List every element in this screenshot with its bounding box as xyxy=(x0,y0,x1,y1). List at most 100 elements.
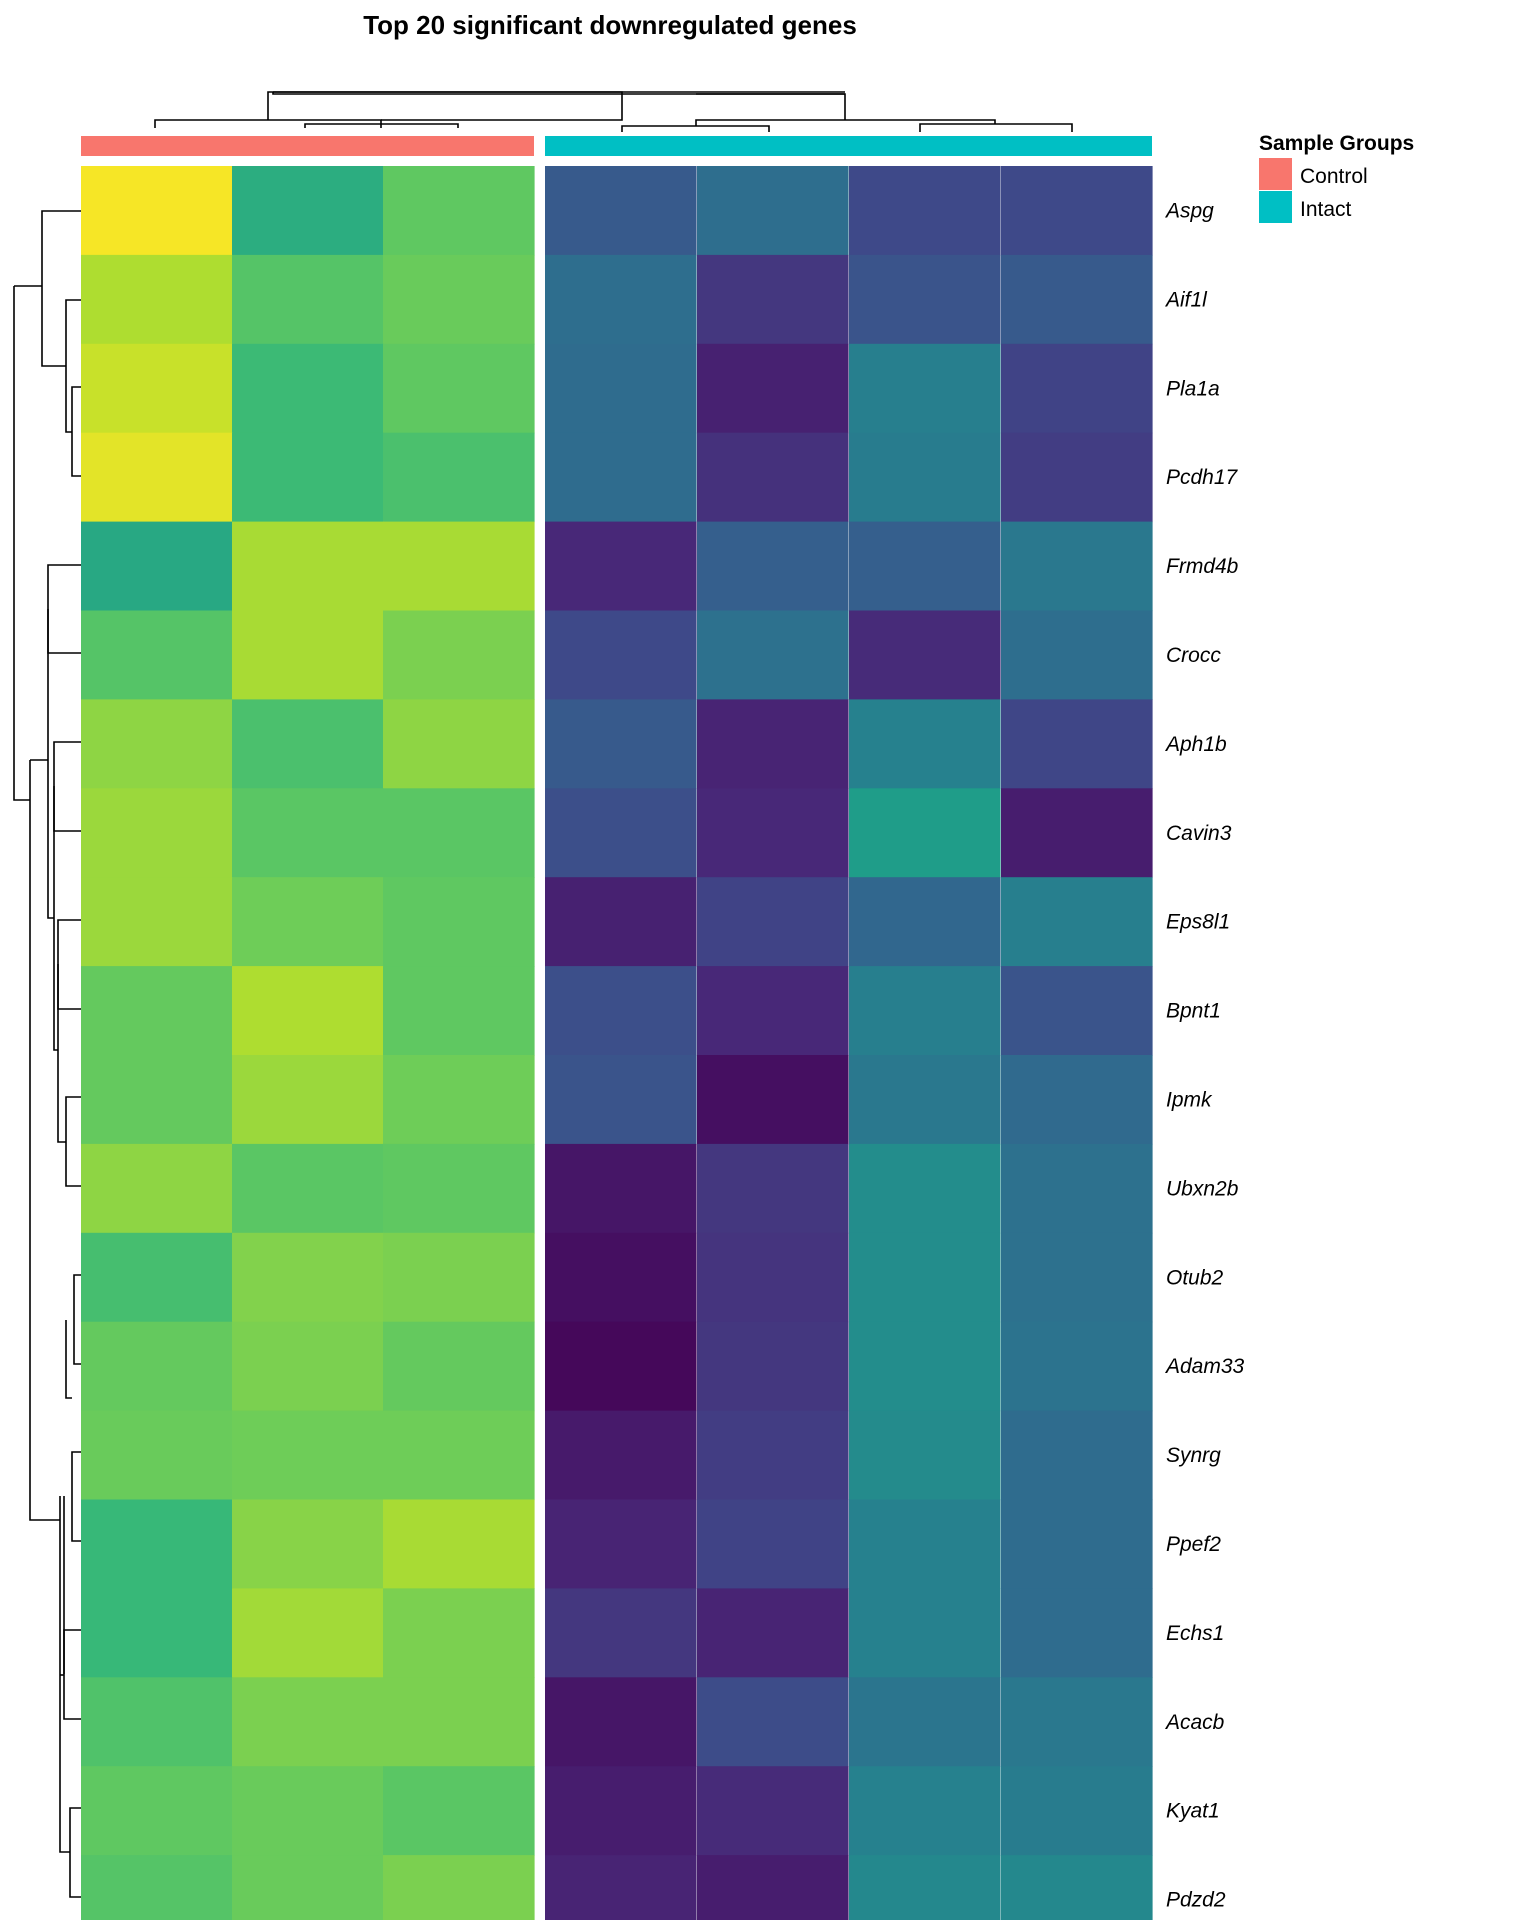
heatmap-cell-kyat1-s4 xyxy=(545,1766,697,1856)
heatmap-cell-cavin3-s4 xyxy=(545,788,697,878)
heatmap-cell-pla1a-s3 xyxy=(383,343,535,434)
heatmap-cell-pcdh17-s5 xyxy=(697,432,849,523)
heatmap-cell-kyat1-s5 xyxy=(697,1766,849,1856)
heatmap-cell-ppef2-s4 xyxy=(545,1499,697,1589)
heatmap-cell-pdzd2-s7 xyxy=(1001,1855,1153,1920)
heatmap-cell-ipmk-s3 xyxy=(383,1055,535,1145)
heatmap-cell-echs1-s2 xyxy=(232,1588,384,1678)
heatmap-cell-frmd4b-s2 xyxy=(232,521,384,612)
heatmap-cell-pcdh17-s7 xyxy=(1001,432,1153,523)
gene-label-ppef2: Ppef2 xyxy=(1166,1533,1221,1556)
heatmap-cell-pla1a-s2 xyxy=(232,343,384,434)
heatmap-cell-aspg-s2 xyxy=(232,166,384,256)
legend-title: Sample Groups xyxy=(1259,132,1414,155)
heatmap-cell-synrg-s2 xyxy=(232,1410,384,1501)
heatmap-cell-crocc-s1 xyxy=(81,610,233,700)
gene-label-pdzd2: Pdzd2 xyxy=(1166,1889,1226,1912)
heatmap-cell-echs1-s3 xyxy=(383,1588,535,1678)
gene-label-pla1a: Pla1a xyxy=(1166,377,1220,400)
annotation-bar-intact xyxy=(545,136,1152,156)
heatmap-cell-pcdh17-s3 xyxy=(383,432,535,523)
gene-label-adam33: Adam33 xyxy=(1164,1355,1245,1378)
heatmap-cell-aph1b-s4 xyxy=(545,699,697,789)
heatmap-cell-adam33-s7 xyxy=(1001,1321,1153,1412)
heatmap-cell-ipmk-s6 xyxy=(849,1055,1001,1145)
heatmap-cell-cavin3-s1 xyxy=(81,788,233,878)
heatmap-cell-aif1l-s6 xyxy=(849,254,1001,345)
heatmap-cell-pcdh17-s2 xyxy=(232,432,384,523)
heatmap-cell-bpnt1-s4 xyxy=(545,966,697,1056)
heatmap-cell-aspg-s7 xyxy=(1001,166,1153,256)
gene-label-crocc: Crocc xyxy=(1166,644,1221,667)
heatmap-cell-kyat1-s6 xyxy=(849,1766,1001,1856)
heatmap-cell-bpnt1-s1 xyxy=(81,966,233,1056)
heatmap-cell-pla1a-s6 xyxy=(849,343,1001,434)
gene-label-ubxn2b: Ubxn2b xyxy=(1166,1177,1239,1200)
heatmap-cell-cavin3-s6 xyxy=(849,788,1001,878)
heatmap-cell-ubxn2b-s4 xyxy=(545,1143,697,1234)
row-dendrogram xyxy=(13,210,81,1898)
heatmap-cell-crocc-s5 xyxy=(697,610,849,700)
heatmap-cell-frmd4b-s6 xyxy=(849,521,1001,612)
heatmap-cell-eps8l1-s7 xyxy=(1001,877,1153,967)
heatmap-cell-acacb-s4 xyxy=(545,1677,697,1767)
gene-label-synrg: Synrg xyxy=(1166,1444,1221,1467)
heatmap-cell-ipmk-s1 xyxy=(81,1055,233,1145)
heatmap-cell-ppef2-s5 xyxy=(697,1499,849,1589)
heatmap-cell-aif1l-s1 xyxy=(81,254,233,345)
heatmap-cell-ppef2-s6 xyxy=(849,1499,1001,1589)
heatmap-cell-pla1a-s5 xyxy=(697,343,849,434)
heatmap-cell-aif1l-s2 xyxy=(232,254,384,345)
heatmap-cell-pla1a-s4 xyxy=(545,343,697,434)
heatmap-cell-synrg-s1 xyxy=(81,1410,233,1501)
heatmap-cell-crocc-s7 xyxy=(1001,610,1153,700)
heatmap-cell-adam33-s4 xyxy=(545,1321,697,1412)
heatmap-cell-frmd4b-s4 xyxy=(545,521,697,612)
heatmap-cell-echs1-s6 xyxy=(849,1588,1001,1678)
heatmap-cell-pla1a-s1 xyxy=(81,343,233,434)
heatmap-cell-aspg-s1 xyxy=(81,166,233,256)
gene-label-aif1l: Aif1l xyxy=(1164,288,1208,311)
legend-label-intact: Intact xyxy=(1300,198,1352,221)
chart-title: Top 20 significant downregulated genes xyxy=(363,10,857,40)
heatmap-cell-aif1l-s4 xyxy=(545,254,697,345)
heatmap-cell-acacb-s7 xyxy=(1001,1677,1153,1767)
heatmap-cell-kyat1-s3 xyxy=(383,1766,535,1856)
heatmap-cell-frmd4b-s3 xyxy=(383,521,535,612)
gene-label-cavin3: Cavin3 xyxy=(1166,822,1232,845)
heatmap-cell-cavin3-s2 xyxy=(232,788,384,878)
heatmap-cell-adam33-s2 xyxy=(232,1321,384,1412)
heatmap-cell-aspg-s4 xyxy=(545,166,697,256)
gene-label-eps8l1: Eps8l1 xyxy=(1166,911,1230,934)
heatmap-cell-ubxn2b-s7 xyxy=(1001,1143,1153,1234)
heatmap-cell-pcdh17-s6 xyxy=(849,432,1001,523)
heatmap-cell-ipmk-s5 xyxy=(697,1055,849,1145)
heatmap-cell-acacb-s6 xyxy=(849,1677,1001,1767)
heatmap-cell-ipmk-s2 xyxy=(232,1055,384,1145)
heatmap-cell-adam33-s3 xyxy=(383,1321,535,1412)
heatmap-cell-otub2-s1 xyxy=(81,1232,233,1323)
heatmap-cell-aif1l-s3 xyxy=(383,254,535,345)
heatmap-cell-otub2-s7 xyxy=(1001,1232,1153,1323)
gene-label-echs1: Echs1 xyxy=(1166,1622,1224,1645)
heatmap-cell-ubxn2b-s6 xyxy=(849,1143,1001,1234)
heatmap-cell-crocc-s6 xyxy=(849,610,1001,700)
legend-label-control: Control xyxy=(1300,165,1368,188)
heatmap-cell-pcdh17-s4 xyxy=(545,432,697,523)
gene-label-aph1b: Aph1b xyxy=(1164,733,1227,756)
gene-label-frmd4b: Frmd4b xyxy=(1166,555,1239,578)
gene-label-acacb: Acacb xyxy=(1164,1711,1225,1734)
heatmap-cell-otub2-s3 xyxy=(383,1232,535,1323)
annotation-bar-control xyxy=(81,136,534,156)
heatmap-cell-aspg-s5 xyxy=(697,166,849,256)
heatmap-cell-eps8l1-s4 xyxy=(545,877,697,967)
gene-label-aspg: Aspg xyxy=(1164,199,1214,222)
heatmap-cell-bpnt1-s5 xyxy=(697,966,849,1056)
heatmap-cell-frmd4b-s5 xyxy=(697,521,849,612)
heatmap-cell-eps8l1-s2 xyxy=(232,877,384,967)
heatmap-cell-pdzd2-s5 xyxy=(697,1855,849,1920)
heatmap-cell-cavin3-s7 xyxy=(1001,788,1153,878)
legend: Sample Groups Control Intact xyxy=(1259,132,1414,223)
